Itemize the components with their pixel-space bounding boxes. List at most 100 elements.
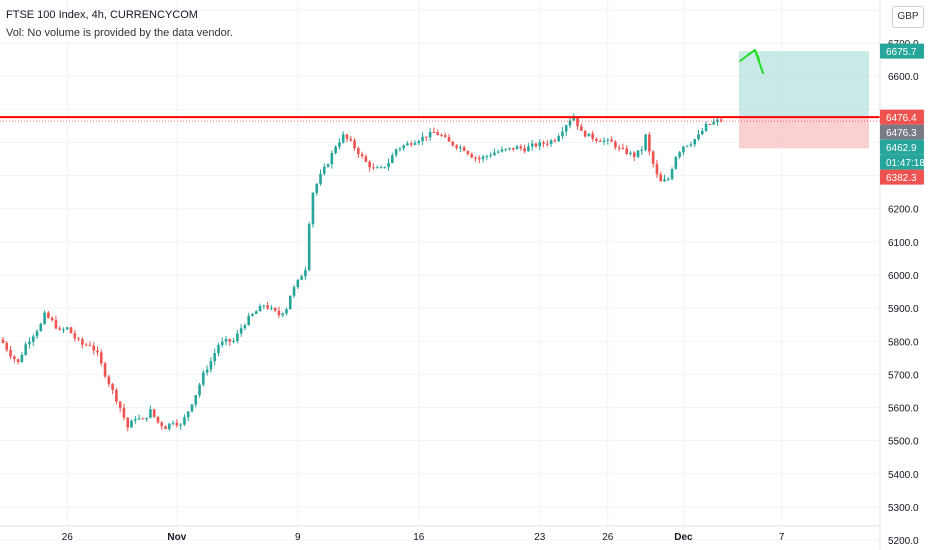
candle-up	[171, 422, 175, 424]
price-label-box	[880, 43, 924, 59]
candle-down	[360, 154, 364, 157]
candle-down	[54, 320, 58, 329]
candle-up	[243, 325, 247, 329]
candle-down	[519, 146, 523, 149]
candle-down	[111, 384, 114, 390]
candle-up	[693, 139, 697, 145]
candle-up	[704, 124, 708, 131]
candle-down	[372, 167, 375, 169]
candle-up	[198, 384, 201, 396]
candle-down	[443, 135, 447, 138]
candle-up	[515, 146, 519, 150]
candle-up	[375, 167, 379, 169]
price-tick-label: 5600.0	[888, 404, 919, 415]
candle-down	[440, 135, 443, 137]
candle-up	[549, 140, 553, 145]
candle-down	[364, 156, 368, 162]
candle-up	[224, 338, 228, 342]
candle-up	[300, 276, 303, 280]
candle-up	[402, 145, 405, 149]
candle-down	[273, 307, 277, 311]
candle-up	[670, 168, 674, 180]
candle-up	[398, 148, 402, 150]
candle-down	[152, 409, 156, 417]
candles	[1, 113, 723, 432]
price-tick-label: 5500.0	[888, 437, 919, 448]
candle-down	[107, 376, 111, 385]
candle-down	[5, 342, 9, 350]
candle-up	[194, 395, 198, 405]
candle-up	[602, 140, 606, 142]
price-tick-label: 5800.0	[888, 337, 919, 348]
price-tick-label: 5900.0	[888, 304, 919, 315]
candle-up	[20, 354, 24, 363]
candle-down	[84, 344, 88, 346]
candle-down	[277, 310, 281, 316]
candle-down	[228, 338, 232, 342]
candle-up	[254, 311, 258, 314]
candle-up	[65, 327, 69, 330]
candle-down	[466, 151, 470, 155]
candle-down	[655, 163, 659, 175]
candle-up	[428, 131, 432, 138]
candle-down	[99, 352, 103, 364]
candle-up	[209, 361, 213, 370]
price-tick-label: 6200.0	[888, 205, 919, 216]
candle-down	[659, 174, 663, 182]
candle-up	[236, 333, 239, 342]
candle-down	[583, 130, 587, 137]
candle-down	[266, 305, 269, 309]
candle-up	[62, 329, 65, 331]
candle-down	[512, 147, 515, 150]
candle-up	[587, 133, 591, 137]
candle-down	[595, 138, 598, 141]
candle-down	[576, 117, 579, 127]
candle-up	[341, 134, 345, 143]
candle-down	[96, 350, 99, 353]
candle-up	[697, 134, 700, 140]
target-zone	[739, 51, 869, 118]
candle-up	[130, 420, 133, 428]
candle-down	[451, 141, 455, 146]
candle-down	[708, 124, 712, 126]
price-label-box	[880, 139, 924, 155]
candle-down	[591, 133, 594, 139]
candle-up	[413, 143, 417, 145]
price-label: 6462.9	[886, 143, 917, 154]
candle-down	[542, 142, 545, 144]
candle-up	[685, 145, 689, 147]
time-tick-label: 7	[779, 532, 785, 543]
time-tick-label: Dec	[674, 532, 693, 543]
candle-down	[9, 349, 12, 357]
candle-up	[39, 323, 43, 332]
candle-down	[349, 138, 353, 141]
candle-up	[682, 146, 685, 153]
candle-up	[145, 417, 148, 420]
candle-down	[553, 140, 557, 142]
time-tick-label: 9	[295, 532, 301, 543]
candle-down	[58, 328, 61, 330]
candle-up	[270, 307, 273, 309]
candle-down	[432, 131, 436, 133]
candle-up	[311, 192, 315, 225]
currency-button[interactable]: GBP	[892, 6, 924, 28]
candle-down	[88, 344, 92, 346]
candle-down	[425, 136, 428, 138]
candle-up	[330, 153, 334, 165]
stop-zone	[739, 117, 869, 149]
candle-up	[285, 309, 288, 314]
candle-down	[175, 422, 179, 426]
candle-down	[648, 134, 651, 152]
candle-up	[315, 183, 319, 193]
candle-up	[485, 155, 489, 157]
candle-up	[387, 163, 390, 167]
candle-up	[43, 312, 46, 324]
candle-up	[296, 279, 300, 288]
candle-up	[190, 404, 194, 412]
candle-down	[77, 338, 80, 340]
candle-down	[368, 161, 371, 168]
candle-up	[701, 130, 704, 135]
candle-up	[28, 341, 31, 345]
